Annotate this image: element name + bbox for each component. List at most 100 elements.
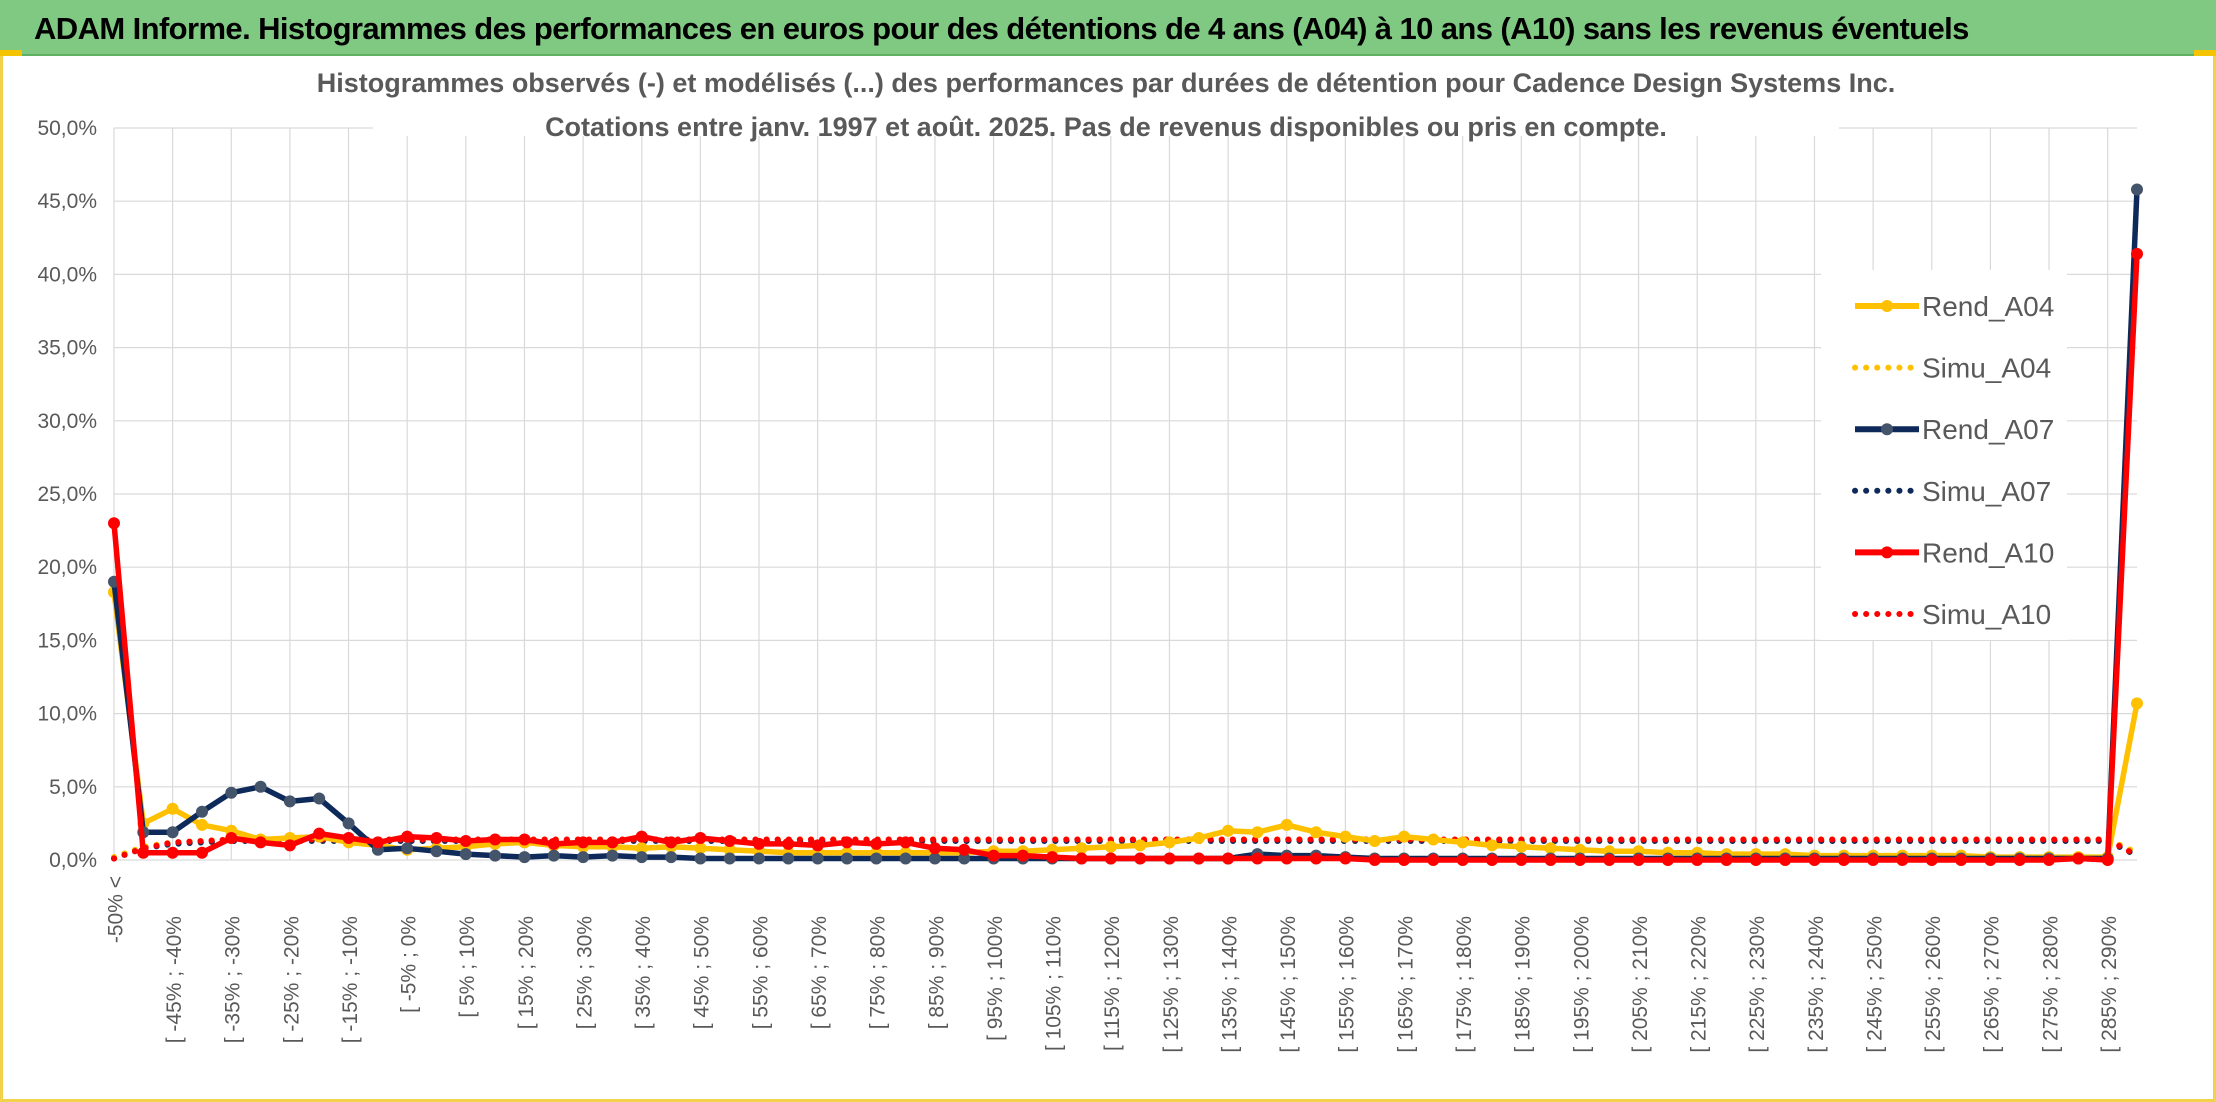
- data-point: [1104, 852, 1117, 865]
- data-point: [1515, 840, 1528, 853]
- x-tick-label: [ 285% ; 290%: [2098, 916, 2121, 1053]
- series-lines: [108, 183, 2143, 866]
- data-point: [635, 830, 648, 843]
- data-point: [254, 780, 267, 793]
- data-point: [196, 818, 208, 831]
- data-point: [782, 837, 795, 850]
- data-point: [694, 852, 707, 865]
- data-point: [166, 846, 179, 859]
- y-tick-label: 30,0%: [37, 410, 97, 433]
- series-line-simu_a10: [111, 836, 2140, 862]
- x-tick-label: [ 95% ; 100%: [984, 916, 1007, 1041]
- data-point: [2072, 852, 2085, 865]
- data-point: [577, 836, 590, 849]
- data-point: [401, 842, 414, 855]
- data-point: [987, 849, 1000, 862]
- legend-label: Rend_A10: [1922, 537, 2054, 568]
- legend-marker: [1881, 423, 1893, 436]
- data-point: [2013, 854, 2026, 866]
- data-point: [342, 817, 355, 830]
- series-line-rend_a04: [111, 591, 2140, 860]
- data-point: [694, 842, 707, 855]
- data-point: [665, 836, 678, 849]
- report-banner: ADAM Informe. Histogrammes des performan…: [0, 0, 2216, 56]
- data-point: [1398, 854, 1410, 866]
- data-point: [1749, 854, 1762, 866]
- banner-accent-right: [2194, 50, 2216, 56]
- x-tick-label: [ 265% ; 270%: [1981, 916, 2004, 1053]
- x-tick-label: [ 115% ; 120%: [1101, 916, 1124, 1051]
- data-point: [1925, 854, 1938, 866]
- legend: Rend_A04 Simu_A04 Rend_A07 Simu_A07 Rend_A10…: [1821, 270, 2067, 640]
- data-point: [694, 832, 707, 844]
- data-point: [283, 795, 296, 808]
- data-point: [254, 836, 267, 849]
- legend-label: Simu_A07: [1922, 476, 2051, 507]
- data-point: [928, 842, 941, 855]
- y-tick-label: 45,0%: [37, 190, 97, 213]
- data-point: [1720, 854, 1733, 866]
- data-point: [665, 851, 678, 864]
- data-point: [1515, 854, 1528, 866]
- data-point: [196, 846, 208, 859]
- data-point: [723, 835, 736, 847]
- y-tick-label: 35,0%: [37, 337, 97, 360]
- data-point: [899, 852, 912, 865]
- data-point: [371, 836, 384, 849]
- data-point: [430, 845, 443, 858]
- data-point: [1456, 836, 1469, 849]
- legend-marker: [1881, 546, 1893, 559]
- data-point: [1368, 854, 1381, 866]
- data-point: [1486, 854, 1498, 866]
- x-tick-label: [ 145% ; 150%: [1277, 916, 1300, 1053]
- data-point: [166, 802, 179, 815]
- y-axis: 0,0% 5,0% 10,0% 15,0% 20,0% 25,0% 30,0% 35,0% 40…: [37, 117, 97, 872]
- x-tick-label: [ 75% ; 80%: [867, 916, 890, 1029]
- data-point: [899, 836, 912, 849]
- x-tick-label: [ 195% ; 200%: [1570, 916, 1593, 1053]
- data-point: [1368, 835, 1381, 847]
- title-background: [373, 60, 1839, 136]
- x-tick-label: [ -35% ; -30%: [222, 916, 245, 1043]
- x-tick-label: [ 5% ; 10%: [456, 916, 479, 1018]
- x-tick-label: [ -5% ; 0%: [398, 916, 421, 1013]
- data-point: [1163, 852, 1176, 865]
- data-point: [518, 833, 531, 846]
- x-tick-label: [ 225% ; 230%: [1746, 916, 1769, 1053]
- data-point: [1632, 854, 1645, 866]
- data-point: [723, 852, 736, 865]
- data-point: [1867, 854, 1880, 866]
- legend-label: Rend_A07: [1922, 414, 2054, 445]
- data-point: [1310, 852, 1323, 865]
- x-tick-label: [ 215% ; 220%: [1688, 916, 1711, 1053]
- data-point: [1192, 852, 1205, 865]
- data-point: [1808, 854, 1821, 866]
- data-point: [196, 805, 208, 818]
- data-point: [342, 832, 355, 844]
- legend-marker: [1881, 300, 1893, 312]
- data-point: [1222, 824, 1235, 837]
- y-tick-label: 15,0%: [37, 629, 97, 652]
- data-point: [137, 846, 150, 859]
- data-point: [401, 830, 414, 843]
- data-point: [1486, 839, 1498, 852]
- gridlines: [113, 127, 2137, 861]
- chart-title: Histogrammes observés (-) et modélisés (…: [317, 68, 1895, 98]
- data-point: [606, 836, 619, 849]
- data-point: [283, 839, 296, 852]
- data-point: [1427, 833, 1440, 846]
- data-point: [1603, 854, 1616, 866]
- x-tick-label: [ 205% ; 210%: [1629, 916, 1652, 1053]
- y-tick-label: 20,0%: [37, 556, 97, 579]
- series-simu_a10: [111, 836, 2140, 862]
- data-point: [430, 832, 443, 844]
- data-point: [2043, 854, 2055, 866]
- y-tick-label: 40,0%: [37, 263, 97, 286]
- data-point: [313, 827, 326, 840]
- y-tick-label: 0,0%: [49, 849, 97, 872]
- legend-label: Rend_A04: [1922, 291, 2054, 322]
- x-tick-label: [ -25% ; -20%: [280, 916, 303, 1043]
- data-point: [841, 836, 853, 849]
- x-tick-label: [ -15% ; -10%: [339, 916, 362, 1043]
- data-point: [1075, 842, 1088, 855]
